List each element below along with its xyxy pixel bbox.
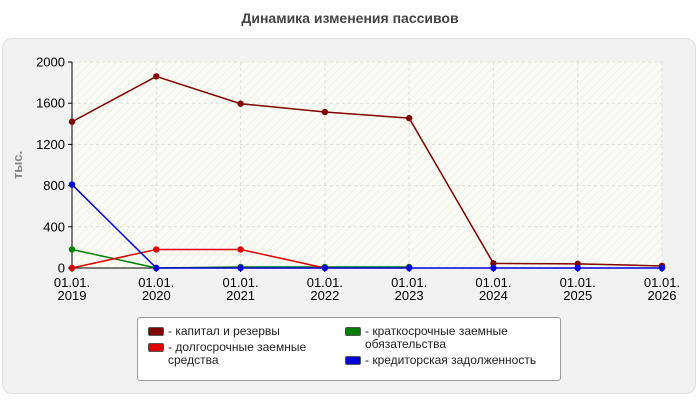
x-tick-label: 01.01. 2022	[307, 275, 343, 303]
data-point-3	[405, 264, 413, 272]
legend-item-short-term: - краткосрочные заемные обязательства	[345, 325, 555, 351]
y-tick-label: 0	[58, 261, 65, 276]
y-axis-label: тыс.	[10, 151, 25, 179]
data-point-3	[490, 264, 497, 272]
legend-label-short-term: - краткосрочные заемные обязательства	[365, 324, 508, 351]
legend-label-payables: - кредиторская задолженность	[365, 353, 537, 367]
legend-item-capital: - капитал и резервы	[148, 325, 338, 338]
x-tick-label: 01.01. 2024	[475, 275, 511, 303]
legend-label-long-term: - долгосрочные заемные средства	[168, 340, 307, 367]
x-tick-label: 01.01. 2023	[391, 275, 427, 303]
x-tick-label: 01.01. 2026	[644, 275, 680, 303]
series-layer	[68, 73, 666, 272]
legend-swatch-long-term	[148, 343, 164, 352]
y-tick-label: 400	[43, 219, 65, 234]
x-tick-label: 01.01. 2020	[138, 275, 174, 303]
series-line-2	[71, 248, 326, 269]
legend-item-long-term: - долгосрочные заемные средства	[148, 341, 338, 367]
x-tick-label: 01.01. 2021	[222, 275, 258, 303]
data-point-2	[153, 246, 160, 253]
x-tick-label: 01.01. 2025	[560, 275, 596, 303]
legend-swatch-payables	[345, 356, 361, 365]
data-point-0	[153, 73, 160, 80]
y-tick-label: 800	[43, 178, 65, 193]
x-tick-label: 01.01. 2019	[54, 275, 90, 303]
data-point-2	[68, 264, 76, 272]
legend-label-capital: - капитал и резервы	[168, 324, 280, 338]
chart-title: Динамика изменения пассивов	[241, 10, 459, 26]
y-tick-label: 1200	[36, 137, 65, 152]
data-point-0	[490, 260, 497, 267]
data-point-0	[68, 118, 76, 125]
data-point-0	[321, 108, 329, 116]
grid-lines	[72, 61, 663, 268]
y-tick-label: 2000	[36, 55, 65, 70]
data-point-0	[237, 100, 244, 107]
legend-swatch-capital	[148, 327, 164, 336]
plot-area	[72, 62, 662, 268]
data-point-1	[68, 246, 76, 253]
data-point-3	[321, 264, 329, 272]
legend-item-payables: - кредиторская задолженность	[345, 354, 559, 367]
data-point-3	[237, 264, 244, 272]
y-tick-label: 1600	[36, 96, 65, 111]
series-line-0	[71, 75, 663, 267]
tick-labels: 0 400 800 1200 1600 2000 01.01. 2019 01.01. 2020 0…	[36, 55, 680, 304]
data-point-3	[658, 264, 666, 272]
legend-swatch-short-term	[345, 327, 361, 336]
data-point-2	[237, 246, 244, 253]
data-point-3	[68, 181, 76, 188]
data-point-0	[405, 114, 413, 122]
data-point-3	[153, 264, 160, 272]
data-point-3	[574, 264, 581, 272]
legend: - капитал и резервы - долгосрочные заемн…	[137, 317, 561, 381]
series-line-3	[71, 184, 662, 269]
